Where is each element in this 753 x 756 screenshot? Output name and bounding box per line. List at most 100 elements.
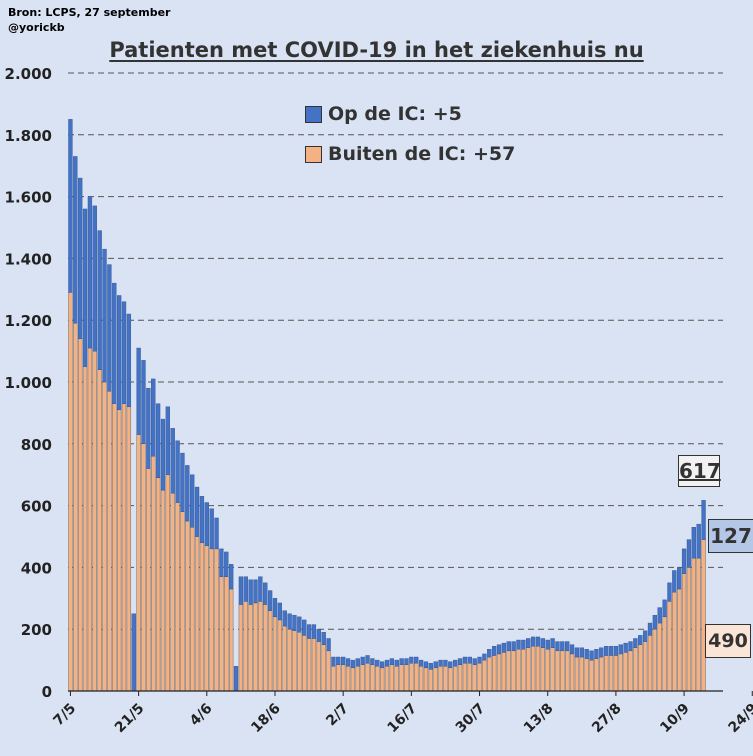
bar-buiten-ic (638, 644, 643, 692)
legend-swatch-non-ic (305, 145, 322, 163)
bar-op-ic (224, 551, 229, 577)
bar-op-ic (112, 282, 117, 404)
bar-buiten-ic (477, 662, 482, 692)
bar-buiten-ic (647, 635, 653, 692)
bar-buiten-ic (696, 557, 701, 692)
bar-op-ic (521, 639, 526, 650)
bar-buiten-ic (384, 666, 390, 692)
bar-buiten-ic (604, 655, 609, 692)
bar-op-ic (73, 156, 78, 324)
legend-swatch-ic (305, 105, 322, 123)
bar-op-ic (511, 641, 516, 652)
bar-buiten-ic (258, 601, 263, 692)
bar-buiten-ic (73, 323, 78, 692)
bar-op-ic (530, 636, 536, 647)
bar-op-ic (116, 295, 122, 411)
bar-op-ic (691, 527, 696, 559)
bar-op-ic (414, 656, 419, 664)
bar-op-ic (574, 647, 580, 658)
bar-buiten-ic (574, 656, 580, 692)
legend-label-ic: Op de IC: +5 (328, 103, 462, 125)
bar-op-ic (306, 624, 312, 639)
bar-buiten-ic (311, 638, 317, 692)
bar-buiten-ic (535, 645, 541, 692)
y-tick-label: 600 (21, 498, 52, 516)
y-tick-label: 400 (21, 559, 52, 577)
bar-buiten-ic (194, 536, 200, 692)
bar-op-ic (545, 639, 550, 650)
bar-buiten-ic (545, 649, 550, 692)
bar-buiten-ic (107, 391, 112, 692)
bar-op-ic (233, 666, 239, 692)
bar-op-ic (248, 579, 253, 605)
bar-op-ic (165, 406, 170, 475)
bar-buiten-ic (190, 527, 195, 692)
bar-buiten-ic (453, 666, 458, 692)
bar-op-ic (633, 638, 638, 648)
bar-buiten-ic (97, 369, 102, 692)
bar-buiten-ic (379, 667, 385, 692)
bar-op-ic (438, 659, 443, 667)
bar-buiten-ic (482, 659, 487, 692)
bar-op-ic (560, 641, 565, 652)
bar-op-ic (82, 208, 88, 367)
bar-op-ic (594, 649, 599, 659)
bar-buiten-ic (404, 664, 409, 692)
bar-buiten-ic (565, 650, 570, 692)
bar-buiten-ic (297, 632, 302, 692)
bar-buiten-ic (672, 591, 677, 692)
bar-op-ic (652, 615, 658, 630)
bar-buiten-ic (238, 604, 244, 692)
bar-op-ic (68, 119, 73, 293)
bar-op-ic (457, 658, 463, 665)
bar-op-ic (253, 579, 258, 604)
bar-op-ic (628, 641, 633, 652)
bar-op-ic (180, 452, 185, 512)
bar-buiten-ic (277, 619, 283, 692)
bar-op-ic (277, 602, 283, 621)
bar-op-ic (229, 564, 234, 590)
bar-op-ic (267, 590, 273, 611)
bar-op-ic (272, 598, 278, 618)
bar-op-ic (608, 645, 614, 656)
bar-op-ic (194, 486, 200, 537)
bar-buiten-ic (399, 664, 404, 692)
bar-buiten-ic (613, 655, 619, 692)
bar-buiten-ic (102, 381, 107, 692)
bar-buiten-ic (472, 664, 477, 692)
bar-buiten-ic (272, 616, 278, 692)
bar-op-ic (107, 264, 112, 392)
bar-buiten-ic (487, 656, 492, 692)
x-tick-label: 18/6 (248, 701, 284, 737)
bar-buiten-ic (229, 588, 234, 692)
bar-buiten-ic (292, 630, 297, 692)
bar-op-ic (701, 500, 706, 540)
bar-op-ic (87, 196, 93, 349)
bar-op-ic (341, 656, 346, 665)
bar-buiten-ic (82, 366, 88, 692)
bar-op-ic (155, 403, 161, 478)
bar-op-ic (316, 629, 321, 642)
bar-op-ic (506, 641, 511, 652)
bar-op-ic (516, 639, 521, 650)
bar-op-ic (78, 177, 83, 339)
bar-op-ic (642, 630, 648, 642)
bar-op-ic (681, 548, 687, 574)
bar-op-ic (667, 582, 672, 602)
bar-op-ic (292, 615, 297, 631)
bar-buiten-ic (78, 338, 83, 692)
bar-op-ic (121, 301, 127, 404)
bar-op-ic (345, 658, 351, 667)
bar-buiten-ic (657, 622, 662, 692)
legend-item-non-ic: Buiten de IC: +57 (305, 143, 515, 165)
y-tick-label: 1.800 (5, 127, 52, 145)
bar-buiten-ic (594, 658, 599, 692)
bar-op-ic (618, 644, 623, 655)
bar-op-ic (584, 649, 589, 659)
y-tick-label: 0 (42, 683, 52, 701)
bar-op-ic (365, 655, 370, 664)
x-tick-label: 7/5 (51, 701, 80, 730)
bar-buiten-ic (136, 434, 141, 692)
bar-op-ic (287, 613, 292, 630)
bar-buiten-ic (560, 650, 565, 692)
